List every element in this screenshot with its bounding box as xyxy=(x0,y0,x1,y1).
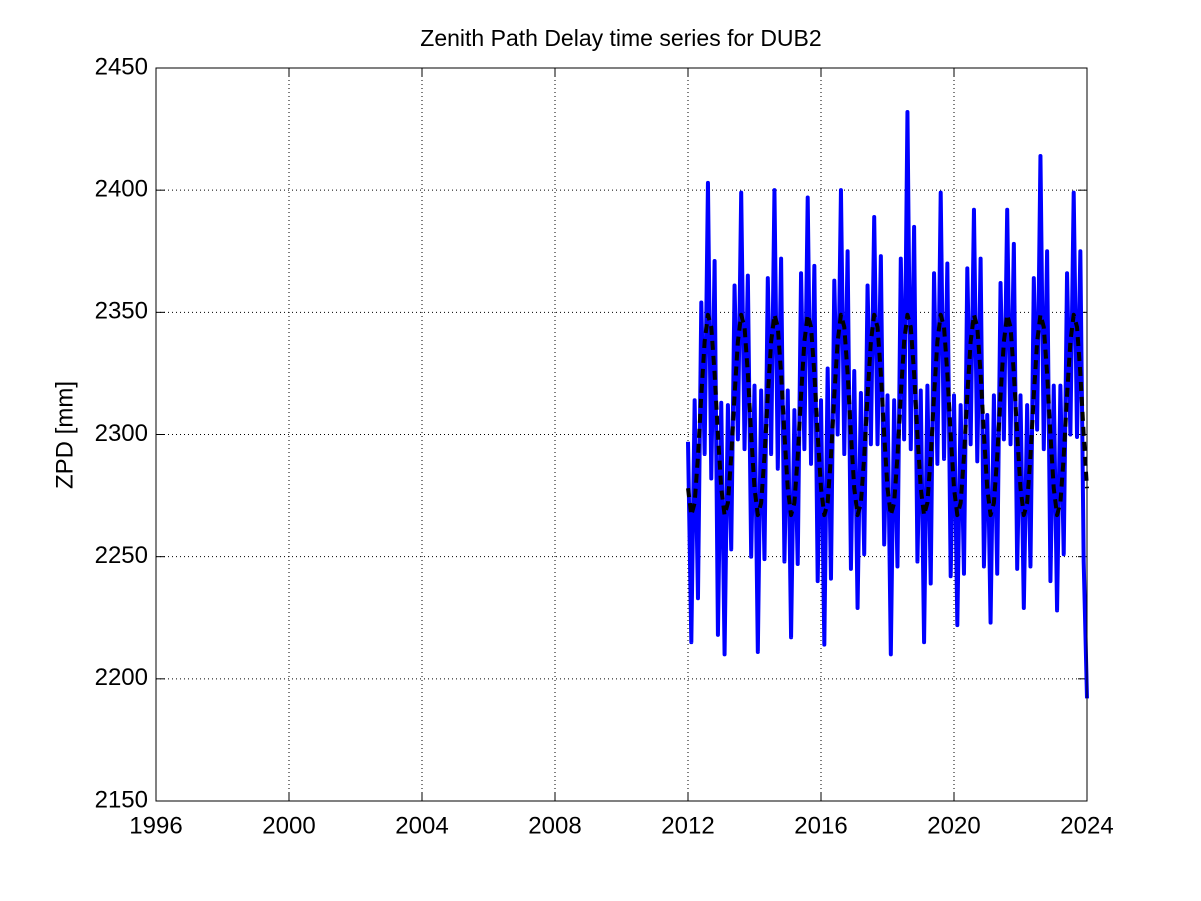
x-tick-label: 2024 xyxy=(1060,812,1113,839)
x-tick-label: 2000 xyxy=(262,812,315,839)
x-tick-label: 2004 xyxy=(395,812,448,839)
y-tick-label: 2450 xyxy=(95,53,148,80)
x-tick-label: 1996 xyxy=(129,812,182,839)
fit-line xyxy=(686,312,1089,518)
y-tick-label: 2350 xyxy=(95,298,148,325)
y-tick-label: 2150 xyxy=(95,786,148,813)
y-tick-label: 2400 xyxy=(95,176,148,203)
x-tick-label: 2012 xyxy=(661,812,714,839)
chart-title: Zenith Path Delay time series for DUB2 xyxy=(420,25,821,51)
x-tick-label: 2008 xyxy=(528,812,581,839)
x-tick-label: 2016 xyxy=(794,812,847,839)
y-tick-label: 2200 xyxy=(95,664,148,691)
x-tick-label: 2020 xyxy=(927,812,980,839)
y-axis-label: ZPD [mm] xyxy=(51,381,78,489)
plot-frame xyxy=(155,67,1088,802)
y-tick-label: 2300 xyxy=(95,420,148,447)
y-tick-label: 2250 xyxy=(95,542,148,569)
